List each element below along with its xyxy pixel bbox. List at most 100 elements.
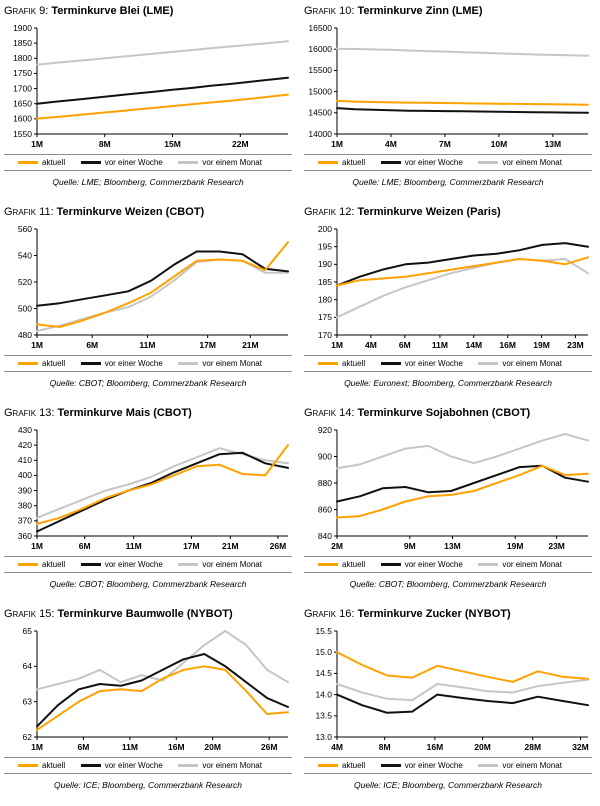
legend-swatch-vor-einer-woche <box>80 563 101 566</box>
legend-swatch-vor-einem-monat <box>478 563 499 566</box>
chart-title: Grafik 14: Terminkurve Sojabohnen (CBOT) <box>304 406 592 421</box>
y-tick-label: 1600 <box>13 114 32 124</box>
legend-label-vor-einem-monat: vor einem Monat <box>202 359 262 368</box>
series-line-vor-einem-Monat <box>36 447 289 519</box>
legend-swatch-vor-einer-woche <box>80 764 101 767</box>
x-tick-label: 1M <box>331 340 343 350</box>
chart-block: Grafik 11: Terminkurve Weizen (CBOT) 480 5… <box>0 203 300 404</box>
x-tick-label: 6M <box>79 541 91 551</box>
chart-legend: aktuell vor einer Woche vor einem Monat <box>4 556 292 573</box>
series-line-aktuell <box>36 665 289 731</box>
chart-source: Quelle: CBOT; Bloomberg, Commerzbank Res… <box>349 579 547 589</box>
chart-title-text: Terminkurve Zucker (NYBOT) <box>357 608 511 620</box>
legend-label-aktuell: aktuell <box>42 761 66 770</box>
y-tick-label: 900 <box>318 451 332 461</box>
y-tick-label: 370 <box>18 516 32 526</box>
x-tick-label: 10M <box>491 139 508 149</box>
chart-canvas: 13.0 13.5 14.0 14.5 15.0 15.5 4M 8M 16M 20M 28M 32M <box>315 626 589 752</box>
x-tick-label: 32M <box>572 742 589 752</box>
y-tick-label: 840 <box>318 531 332 541</box>
y-tick-label: 200 <box>318 224 332 234</box>
x-tick-label: 21M <box>242 340 259 350</box>
y-tick-label: 15000 <box>308 86 332 96</box>
x-tick-label: 1M <box>31 541 43 551</box>
y-tick-label: 480 <box>18 330 32 340</box>
chart-source: Quelle: ICE; Bloomberg, Commerzbank Rese… <box>353 780 543 790</box>
series-line-vor-einer-Woche <box>336 464 589 503</box>
legend-item-vor-einem-monat: vor einem Monat <box>178 761 262 770</box>
chart-title: Grafik 16: Terminkurve Zucker (NYBOT) <box>304 607 592 622</box>
series-line-vor-einem-Monat <box>336 678 589 702</box>
x-tick-label: 4M <box>365 340 377 350</box>
legend-swatch-vor-einem-monat <box>178 764 199 767</box>
legend-swatch-vor-einer-woche <box>380 362 401 365</box>
x-tick-label: 9M <box>404 541 416 551</box>
series-line-vor-einer-Woche <box>36 451 289 533</box>
x-tick-label: 13M <box>545 139 562 149</box>
y-tick-label: 62 <box>23 732 33 742</box>
chart-block: Grafik 10: Terminkurve Zinn (LME) 14000 14… <box>300 2 600 203</box>
legend-item-vor-einem-monat: vor einem Monat <box>478 761 562 770</box>
chart-canvas: 14000 14500 15000 15500 16000 16500 1M 4M 7M 10M 1… <box>308 23 589 149</box>
y-tick-label: 860 <box>318 504 332 514</box>
chart-title-text: Terminkurve Baumwolle (NYBOT) <box>57 608 233 620</box>
chart-block: Grafik 9: Terminkurve Blei (LME) 1550 1600… <box>0 2 300 203</box>
x-tick-label: 4M <box>385 139 397 149</box>
chart-block: Grafik 12: Terminkurve Weizen (Paris) 170… <box>300 203 600 404</box>
chart-title-text: Terminkurve Mais (CBOT) <box>57 407 192 419</box>
legend-swatch-vor-einer-woche <box>380 161 401 164</box>
legend-label-vor-einer-woche: vor einer Woche <box>104 359 163 368</box>
legend-label-vor-einer-woche: vor einer Woche <box>104 158 163 167</box>
y-tick-label: 64 <box>23 661 33 671</box>
chart-title: Grafik 11: Terminkurve Weizen (CBOT) <box>4 205 292 220</box>
y-tick-label: 170 <box>318 330 332 340</box>
x-tick-label: 16M <box>168 742 185 752</box>
x-tick-label: 26M <box>261 742 278 752</box>
x-tick-label: 19M <box>533 340 550 350</box>
chart-legend: aktuell vor einer Woche vor einem Monat <box>304 355 592 372</box>
x-tick-label: 6M <box>78 742 90 752</box>
y-tick-label: 65 <box>23 626 33 636</box>
legend-swatch-vor-einer-woche <box>380 563 401 566</box>
legend-label-aktuell: aktuell <box>342 359 366 368</box>
y-tick-label: 380 <box>18 501 32 511</box>
chart-block: Grafik 15: Terminkurve Baumwolle (NYBOT) … <box>0 605 300 806</box>
x-tick-label: 11M <box>139 340 155 350</box>
legend-swatch-aktuell <box>318 362 338 365</box>
y-tick-label: 14500 <box>308 108 332 118</box>
legend-item-aktuell: aktuell <box>18 359 65 368</box>
legend-item-aktuell: aktuell <box>318 158 365 167</box>
y-tick-label: 15.0 <box>315 647 332 657</box>
chart-title: Grafik 15: Terminkurve Baumwolle (NYBOT) <box>4 607 292 622</box>
legend-item-vor-einem-monat: vor einem Monat <box>178 359 262 368</box>
legend-swatch-aktuell <box>318 563 338 566</box>
chart-title-prefix: Grafik 10: <box>304 5 355 17</box>
y-tick-label: 560 <box>18 224 32 234</box>
legend-swatch-vor-einem-monat <box>478 764 499 767</box>
x-tick-label: 11M <box>122 742 138 752</box>
x-tick-label: 4M <box>331 742 343 752</box>
legend-label-aktuell: aktuell <box>42 359 66 368</box>
legend-swatch-aktuell <box>318 764 338 767</box>
legend-label-aktuell: aktuell <box>342 560 366 569</box>
x-tick-label: 28M <box>525 742 542 752</box>
chart-title-text: Terminkurve Zinn (LME) <box>357 5 483 17</box>
chart-legend: aktuell vor einer Woche vor einem Monat <box>4 154 292 171</box>
chart-title: Grafik 12: Terminkurve Weizen (Paris) <box>304 205 592 220</box>
x-tick-label: 26M <box>270 541 287 551</box>
series-line-aktuell <box>336 99 589 106</box>
legend-swatch-vor-einem-monat <box>178 362 199 365</box>
series-line-aktuell <box>336 651 589 683</box>
series-line-aktuell <box>36 241 289 328</box>
x-tick-label: 14M <box>466 340 483 350</box>
y-tick-label: 14000 <box>308 129 332 139</box>
legend-item-vor-einem-monat: vor einem Monat <box>478 158 562 167</box>
legend-label-vor-einer-woche: vor einer Woche <box>104 761 163 770</box>
chart-title-text: Terminkurve Weizen (Paris) <box>357 206 501 218</box>
chart-legend: aktuell vor einer Woche vor einem Monat <box>304 757 592 774</box>
legend-item-vor-einem-monat: vor einem Monat <box>178 560 262 569</box>
chart-source: Quelle: CBOT; Bloomberg, Commerzbank Res… <box>49 378 247 388</box>
series-line-aktuell <box>36 93 289 120</box>
legend-swatch-vor-einem-monat <box>478 161 499 164</box>
